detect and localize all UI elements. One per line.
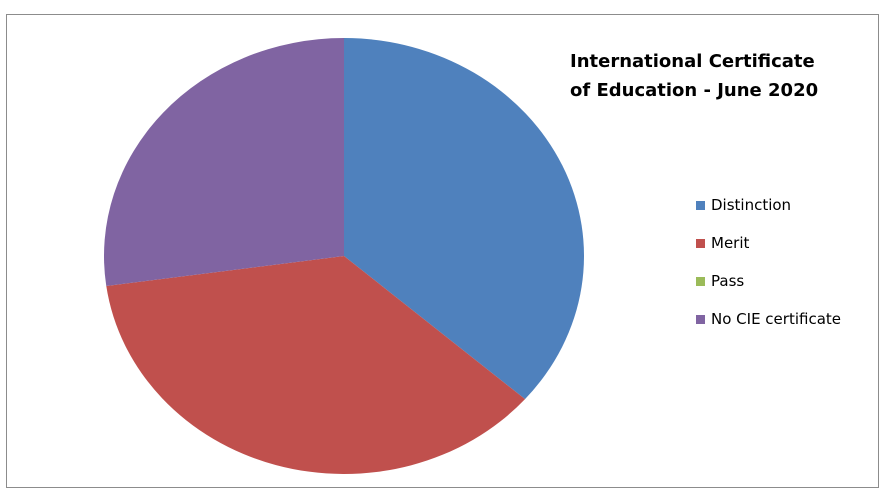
legend-swatch-no-cie bbox=[696, 314, 705, 324]
chart-title-line-2: of Education - June 2020 bbox=[570, 80, 819, 101]
legend-item-pass: Pass bbox=[696, 262, 841, 300]
legend-item-no-cie: No CIE certificate bbox=[696, 300, 841, 338]
legend-label-merit: Merit bbox=[711, 234, 750, 252]
legend-swatch-merit bbox=[696, 238, 705, 248]
legend-item-distinction: Distinction bbox=[696, 186, 841, 224]
pie-slice-merit bbox=[106, 256, 526, 475]
legend-swatch-distinction bbox=[696, 200, 705, 210]
legend-label-pass: Pass bbox=[711, 272, 745, 290]
legend-label-distinction: Distinction bbox=[711, 196, 792, 214]
pie-slice-distinction bbox=[344, 37, 585, 400]
legend-item-merit: Merit bbox=[696, 224, 841, 262]
pie-slice-no-cie bbox=[104, 38, 345, 287]
legend-label-no-cie: No CIE certificate bbox=[711, 310, 841, 328]
chart-title-line-1: International Certificate bbox=[570, 51, 815, 72]
chart-legend: Distinction Merit Pass No CIE certificat… bbox=[696, 186, 841, 338]
legend-swatch-pass bbox=[696, 276, 705, 286]
chart-title: International Certificate of Education -… bbox=[570, 47, 860, 105]
